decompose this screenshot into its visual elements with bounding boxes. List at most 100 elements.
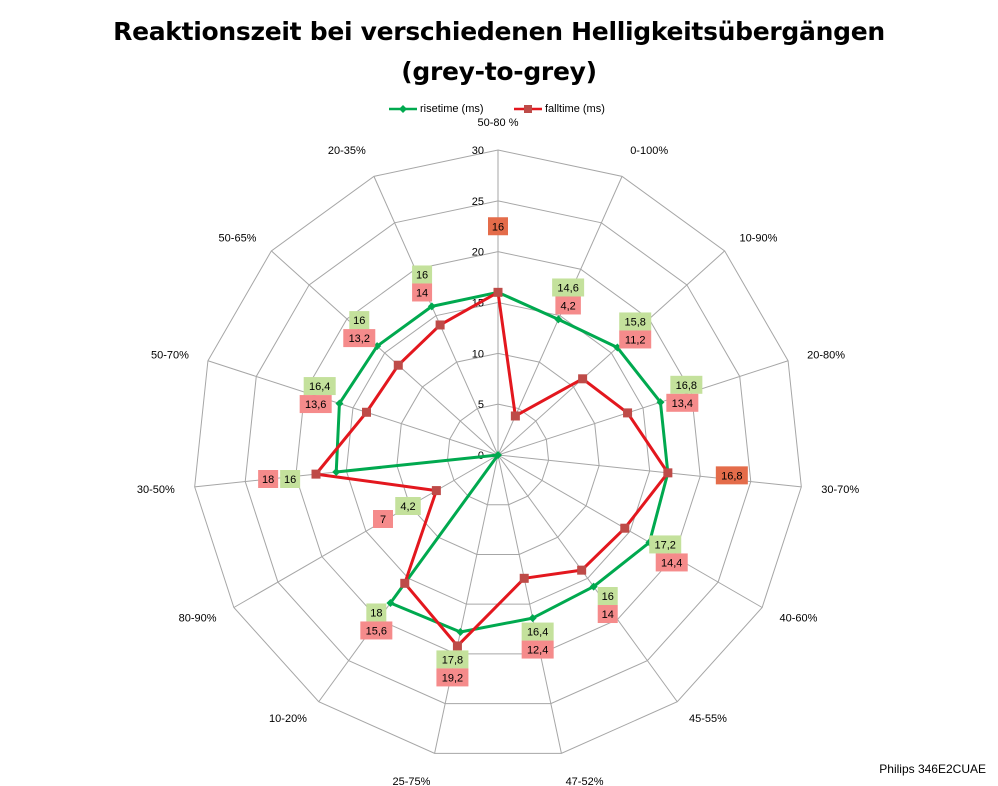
category-label: 40-60% (779, 613, 817, 625)
data-label-falltime: 16,8 (715, 466, 748, 485)
credit-text: Philips 346E2CUAE (879, 762, 986, 776)
point-risetime (386, 599, 395, 608)
category-label: 50-65% (219, 233, 257, 245)
data-label-risetime-bg (412, 265, 433, 284)
grid-spoke (497, 250, 725, 456)
grid-ring (396, 352, 600, 555)
data-label-falltime-text: 16,8 (721, 470, 742, 482)
data-label-risetime: 15,8 (619, 312, 652, 331)
series-line-risetime (334, 290, 670, 634)
data-label-falltime-bg (343, 329, 376, 348)
data-label-falltime-bg (619, 330, 652, 349)
data-label-falltime-bg (258, 470, 279, 488)
point-falltime (452, 641, 462, 651)
point-risetime (332, 468, 341, 477)
data-label-falltime-text: 16 (492, 221, 504, 233)
legend-marker-falltime-icon (514, 105, 542, 113)
grid-spoke (434, 454, 499, 754)
point-risetime (554, 315, 563, 324)
point-falltime (519, 573, 529, 583)
data-label-falltime-text: 14,4 (661, 557, 682, 569)
category-label: 30-50% (137, 484, 175, 496)
grid-ring (446, 403, 550, 506)
data-label-falltime-text: 14 (416, 287, 428, 299)
data-label-risetime-text: 15,8 (624, 316, 645, 328)
data-label-falltime-bg (299, 395, 332, 414)
data-label-risetime-bg (552, 278, 585, 297)
point-risetime (656, 398, 665, 407)
point-falltime (435, 320, 445, 330)
data-label-falltime-bg (597, 605, 618, 624)
data-label-risetime-bg (649, 535, 682, 554)
category-label: 80-90% (179, 613, 217, 625)
point-falltime (362, 407, 372, 417)
data-label-falltime: 19,2 (436, 668, 469, 687)
legend-marker-risetime-icon (389, 105, 417, 113)
data-label-risetime-bg (280, 470, 301, 488)
data-label-risetime-text: 16 (353, 315, 365, 327)
data-label-falltime-bg (655, 553, 688, 572)
point-risetime (427, 302, 436, 311)
data-label-risetime-bg (670, 375, 703, 394)
point-risetime (528, 614, 537, 623)
point-risetime (335, 399, 344, 408)
data-label-falltime: 13,6 (299, 395, 332, 414)
point-falltime (578, 374, 588, 384)
point-risetime (589, 582, 598, 591)
data-label-risetime-text: 17,8 (442, 654, 463, 666)
category-labels: 50-80 % 0-100% 10-90% 20-80% 30-70% 40-60% 45-… (137, 117, 859, 786)
point-falltime (400, 578, 410, 588)
data-label-falltime-text: 14 (602, 609, 614, 621)
tick-label: 10 (472, 348, 484, 360)
data-label-risetime-text: 16 (284, 474, 296, 486)
data-label-falltime-bg (373, 510, 393, 528)
data-label-falltime: 12,4 (521, 640, 554, 659)
data-label-falltime-text: 12,4 (527, 645, 548, 657)
point-risetime (456, 628, 465, 637)
tick-label: 5 (478, 399, 484, 411)
data-label-falltime-text: 18 (262, 474, 274, 486)
category-label: 20-80% (807, 350, 845, 362)
data-label-risetime-text: 16,4 (527, 627, 548, 639)
data-label-risetime: 16 (412, 265, 433, 284)
data-label-falltime-bg (715, 466, 748, 485)
data-label-falltime-text: 13,6 (305, 399, 326, 411)
data-label-falltime: 16 (488, 217, 508, 236)
data-label-risetime: 16 (597, 587, 618, 606)
data-label-falltime: 7 (373, 510, 393, 528)
point-risetime (494, 451, 502, 459)
grid-ring (295, 251, 701, 655)
data-label-falltime-bg (488, 217, 508, 236)
chart-title: Reaktionszeit bei verschiedenen Helligke… (0, 12, 998, 92)
data-label-risetime-bg (436, 650, 469, 669)
data-label-risetime-text: 16,4 (309, 381, 330, 393)
data-label-risetime-bg (395, 497, 421, 515)
data-label-falltime-bg (360, 621, 393, 640)
chart-subtitle: (grey-to-grey) (401, 57, 597, 86)
tick-label: 25 (472, 196, 484, 208)
point-falltime (577, 565, 587, 575)
chart-legend: risetime (ms) falltime (ms) (0, 100, 998, 118)
data-label-falltime-bg (436, 668, 469, 687)
category-label: 50-70% (151, 350, 189, 362)
data-label-risetime: 17,8 (436, 650, 469, 669)
data-label-risetime-bg (366, 603, 387, 622)
point-falltime (393, 360, 403, 370)
grid-ring (194, 149, 802, 754)
grid-spoke (271, 250, 499, 456)
series-line-falltime (314, 290, 670, 648)
point-falltime (431, 486, 441, 496)
point-falltime (620, 523, 630, 533)
data-label-risetime-text: 17,2 (655, 539, 676, 551)
data-label-risetime: 4,2 (395, 497, 421, 515)
data-label-risetime-bg (521, 622, 554, 641)
data-label-falltime: 11,2 (619, 330, 652, 349)
category-label: 10-20% (269, 713, 307, 725)
data-label-falltime: 13,2 (343, 329, 376, 348)
point-falltime (663, 468, 673, 478)
data-label-risetime: 16,4 (521, 622, 554, 641)
category-label: 0-100% (630, 145, 668, 157)
data-label-risetime-text: 16,8 (676, 380, 697, 392)
grid-spoke (207, 360, 499, 456)
